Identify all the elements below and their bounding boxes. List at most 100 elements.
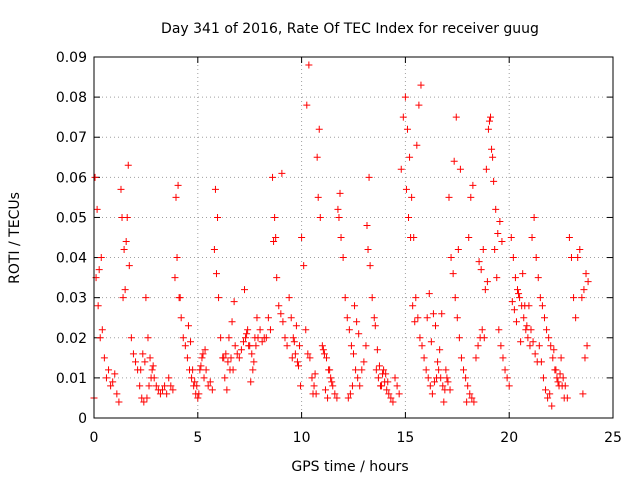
data-point (387, 394, 395, 402)
data-point (269, 173, 277, 181)
data-point (343, 314, 351, 322)
data-point (169, 386, 177, 394)
x-tick-label: 0 (90, 430, 99, 446)
data-point (146, 354, 154, 362)
data-point (391, 374, 399, 382)
data-point (316, 213, 324, 221)
data-point (581, 354, 589, 362)
data-point (420, 354, 428, 362)
data-point (194, 394, 202, 402)
data-point (443, 374, 451, 382)
data-point (329, 382, 337, 390)
data-point (427, 338, 435, 346)
data-point (244, 326, 252, 334)
data-point (372, 366, 380, 374)
data-point (228, 318, 236, 326)
data-point (412, 294, 420, 302)
data-point (533, 358, 541, 366)
data-point (540, 314, 548, 322)
data-point (526, 342, 534, 350)
data-point (370, 314, 378, 322)
data-point (277, 310, 285, 318)
data-point (384, 378, 392, 386)
data-point (493, 274, 501, 282)
data-point (214, 213, 222, 221)
data-point (148, 366, 156, 374)
data-point (505, 382, 513, 390)
data-point (117, 185, 125, 193)
data-point (215, 294, 223, 302)
data-point (434, 358, 442, 366)
data-point (319, 346, 327, 354)
y-tick-label: 0.02 (56, 331, 87, 347)
data-point (475, 258, 483, 266)
data-point (107, 382, 115, 390)
data-point (129, 350, 137, 358)
data-point (435, 366, 443, 374)
data-point (545, 334, 553, 342)
data-point (102, 374, 110, 382)
data-point (132, 358, 140, 366)
data-point (275, 302, 283, 310)
data-point (453, 314, 461, 322)
data-point (195, 390, 203, 398)
data-point (313, 153, 321, 161)
data-point (159, 386, 167, 394)
data-point (536, 294, 544, 302)
data-point (305, 61, 313, 69)
data-point (477, 266, 485, 274)
data-point (293, 358, 301, 366)
data-point (179, 334, 187, 342)
data-point (480, 334, 488, 342)
data-point (393, 382, 401, 390)
data-point (272, 234, 280, 241)
data-point (98, 326, 106, 334)
y-tick-label: 0.04 (56, 251, 87, 267)
data-point (181, 342, 189, 350)
data-point (143, 394, 151, 402)
data-point (251, 334, 259, 342)
data-point (520, 314, 528, 322)
data-point (335, 213, 343, 221)
data-point (584, 278, 592, 286)
data-point (401, 93, 409, 101)
data-point (230, 298, 238, 306)
data-point (558, 382, 566, 390)
data-point (510, 306, 518, 314)
data-point (547, 342, 555, 350)
data-point (527, 326, 535, 334)
data-point (191, 378, 199, 386)
data-point (436, 346, 444, 354)
data-point (454, 246, 462, 254)
data-point (507, 234, 515, 241)
data-point (416, 334, 424, 342)
data-point (408, 193, 416, 201)
data-point (548, 402, 556, 410)
data-point (281, 334, 289, 342)
data-point (174, 181, 182, 189)
y-tick-label: 0.08 (56, 90, 87, 106)
data-point (485, 117, 493, 125)
data-point (97, 254, 105, 262)
data-point (467, 193, 475, 201)
data-point (495, 326, 503, 334)
data-point (360, 358, 368, 366)
data-point (405, 213, 413, 221)
data-point (470, 398, 478, 406)
data-point (346, 390, 354, 398)
data-point (380, 366, 388, 374)
data-point (484, 125, 492, 133)
data-point (242, 334, 250, 342)
data-point (239, 338, 247, 346)
data-point (498, 238, 506, 246)
data-point (512, 318, 520, 326)
data-point (442, 366, 450, 374)
y-tick-label: 0.06 (56, 170, 87, 186)
data-point (176, 294, 184, 302)
x-tick-label: 5 (193, 430, 202, 446)
data-point (519, 270, 527, 278)
data-point (94, 302, 102, 310)
data-point (423, 314, 431, 322)
